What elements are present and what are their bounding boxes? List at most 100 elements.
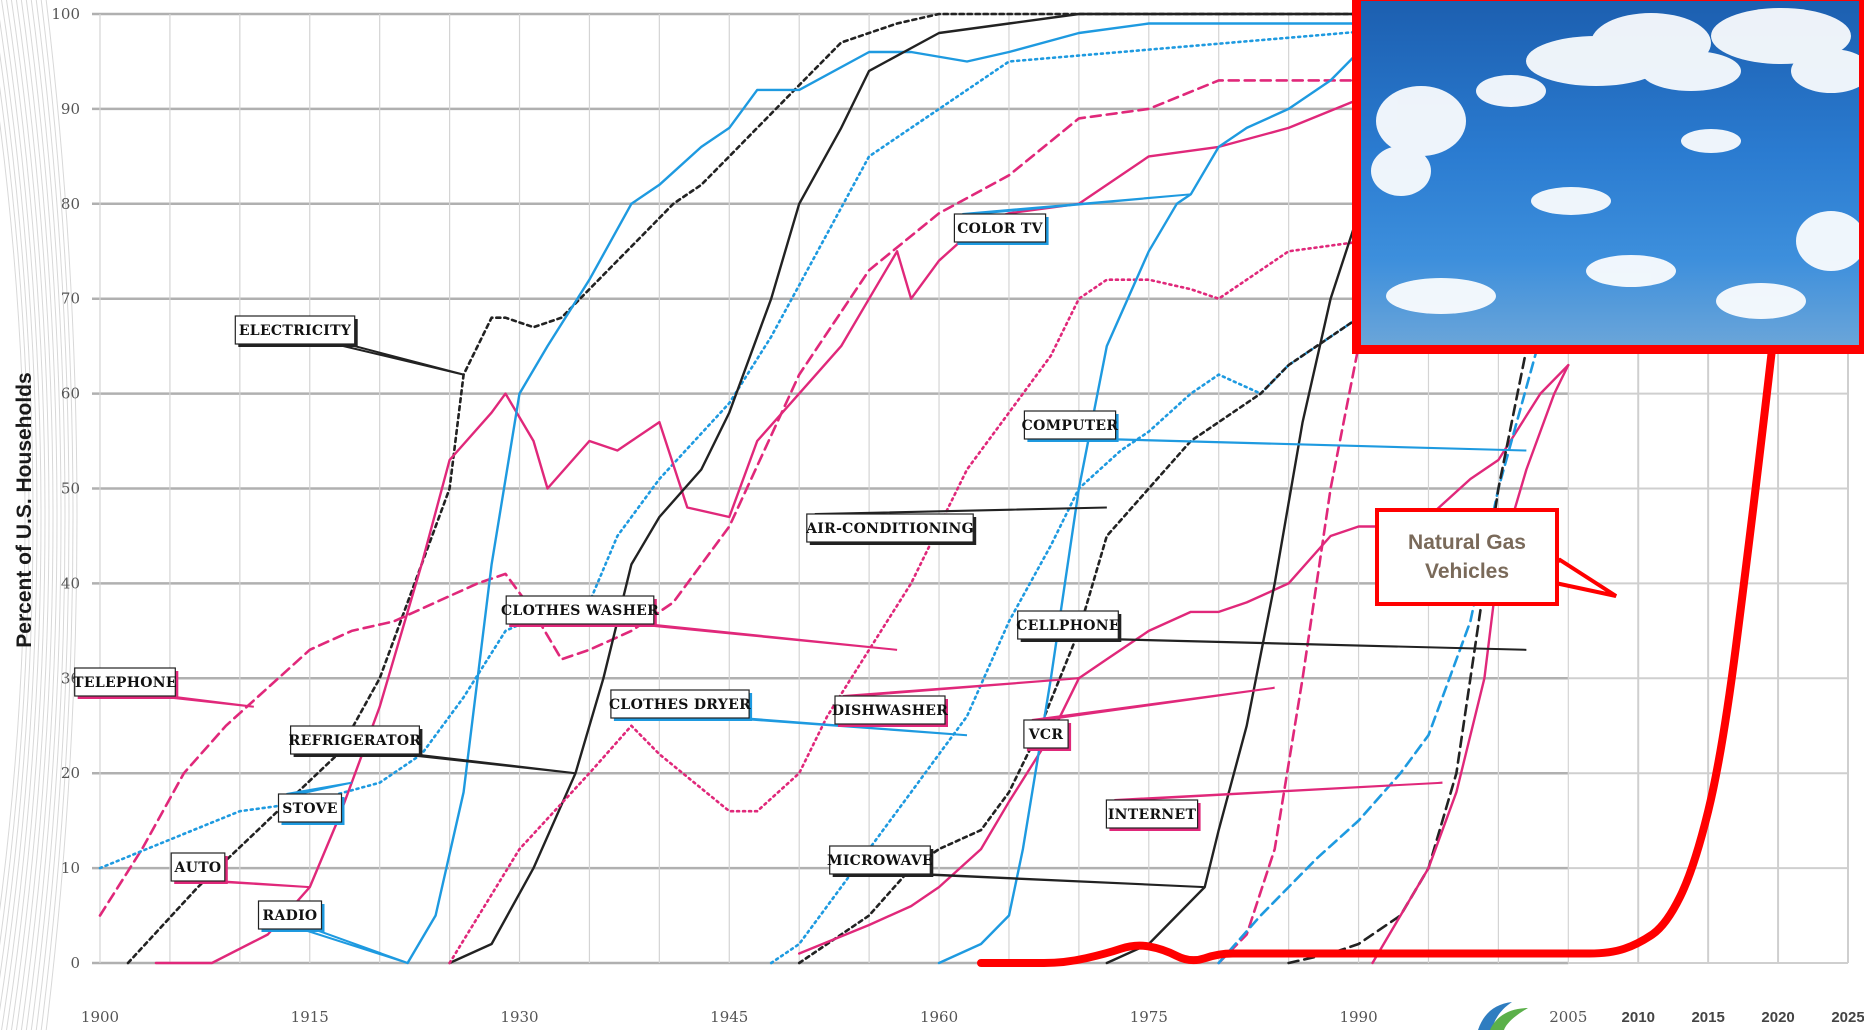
label-box: [1023, 410, 1117, 440]
series-label: STOVE: [277, 781, 352, 825]
series-label: AUTO: [170, 852, 310, 889]
series-line: [126, 12, 1570, 965]
label-box: [505, 595, 655, 625]
sky-photo: [1352, 0, 1864, 354]
ngv-curve: [976, 0, 1811, 967]
label-box: [74, 667, 176, 697]
series-label-text: REFRIGERATOR: [289, 733, 422, 749]
decorative-arc: [0, 120, 26, 912]
label-box: [1105, 799, 1199, 829]
y-tick-label: 10: [61, 859, 80, 877]
decorative-arc: [0, 0, 42, 1030]
label-box: [610, 689, 750, 719]
x-tick-label: 1930: [500, 1008, 538, 1026]
x-tick-label: 2010: [1622, 1009, 1655, 1026]
label-box: [834, 695, 946, 725]
y-tick-label: 70: [61, 290, 80, 308]
x-tick-label: 2025: [1831, 1009, 1864, 1026]
series-label-text: COLOR TV: [957, 221, 1043, 237]
series-label: CLOTHES WASHER: [501, 595, 898, 651]
y-tick-label: 0: [70, 954, 80, 972]
series-label: COMPUTER: [1022, 410, 1527, 452]
callout-text: Natural Gas Vehicles: [1408, 531, 1526, 583]
series-label-text: CLOTHES DRYER: [609, 697, 751, 713]
y-tick-label: 90: [61, 100, 80, 118]
label-pointer: [1031, 686, 1275, 721]
label-box: [806, 513, 974, 543]
series-line: [98, 60, 1570, 917]
series-line: [154, 88, 1570, 965]
series-label: AIR-CONDITIONING: [805, 506, 1107, 545]
series-label: CLOTHES DRYER: [609, 689, 968, 737]
label-box: [1023, 719, 1069, 749]
series-line: [406, 22, 1570, 965]
x-tick-label: 1990: [1339, 1008, 1377, 1026]
series-label-text: VCR: [1028, 727, 1064, 743]
x-tick-label: 1975: [1130, 1008, 1168, 1026]
series-label-text: COMPUTER: [1022, 418, 1119, 434]
x-tick-label: 2015: [1691, 1009, 1724, 1026]
series-label: INTERNET: [1105, 781, 1443, 831]
decorative-arc: [35, 0, 70, 1030]
x-tick-label: 2020: [1761, 1009, 1794, 1026]
label-pointer: [301, 928, 408, 964]
logo-icon: [1478, 1002, 1528, 1030]
series-label-text: AIR-CONDITIONING: [805, 521, 974, 537]
series-line: [1371, 363, 1570, 965]
decorative-arcs: [0, 0, 78, 1030]
decorative-arc: [0, 19, 38, 1012]
series-label-text: STOVE: [282, 801, 338, 817]
series-label-text: RADIO: [263, 908, 318, 924]
label-pointer: [1114, 781, 1443, 801]
series-line: [448, 183, 1570, 965]
natural-gas-vehicles-callout: Natural Gas Vehicles: [1375, 508, 1559, 606]
label-box: [290, 725, 421, 755]
label-pointer: [842, 677, 1079, 697]
label-box: [170, 852, 226, 882]
series-line: [1217, 268, 1570, 965]
series-label: RADIO: [257, 900, 408, 964]
label-box: [277, 793, 343, 823]
series-line: [798, 363, 1570, 955]
label-pointer: [399, 753, 576, 775]
x-tick-label: 1945: [710, 1008, 748, 1026]
series-label: REFRIGERATOR: [289, 725, 576, 775]
y-tick-label: 60: [61, 385, 80, 403]
decorative-arc: [30, 0, 66, 1030]
decorative-arc: [10, 0, 50, 1030]
label-pointer: [1095, 438, 1527, 452]
decorative-arc: [20, 0, 58, 1030]
label-box: [1017, 610, 1119, 640]
series-label-text: INTERNET: [1108, 807, 1197, 823]
series-label: VCR: [1023, 686, 1275, 751]
series-label-text: ELECTRICITY: [239, 323, 352, 339]
series-label: TELEPHONE: [73, 667, 254, 708]
series-label-text: TELEPHONE: [73, 675, 177, 691]
label-box: [953, 213, 1047, 243]
label-pointer: [814, 506, 1107, 515]
label-box: [257, 900, 323, 930]
label-pointer: [910, 873, 1205, 889]
cloud-shapes: [1371, 8, 1859, 319]
decorative-arc: [15, 0, 54, 1030]
label-box: [829, 845, 931, 875]
y-tick-label: 40: [61, 574, 80, 592]
label-pointer: [633, 623, 898, 651]
x-tick-label: 1960: [920, 1008, 958, 1026]
series-label: ELECTRICITY: [234, 315, 464, 376]
y-tick-label: 20: [61, 764, 80, 782]
x-tick-label: 2005: [1549, 1008, 1587, 1026]
series-label: DISHWASHER: [832, 677, 1079, 727]
label-box: [234, 315, 356, 345]
y-tick-label: 80: [61, 195, 80, 213]
y-tick-label: 100: [51, 5, 80, 23]
series-label-text: AUTO: [174, 860, 222, 876]
label-pointer: [334, 343, 464, 376]
decorative-arc: [25, 0, 62, 1030]
x-tick-label: 1900: [81, 1008, 119, 1026]
y-axis-label: Percent of U.S. Households: [13, 372, 36, 648]
series-label: COLOR TV: [953, 193, 1191, 245]
series-label-text: CELLPHONE: [1016, 618, 1120, 634]
